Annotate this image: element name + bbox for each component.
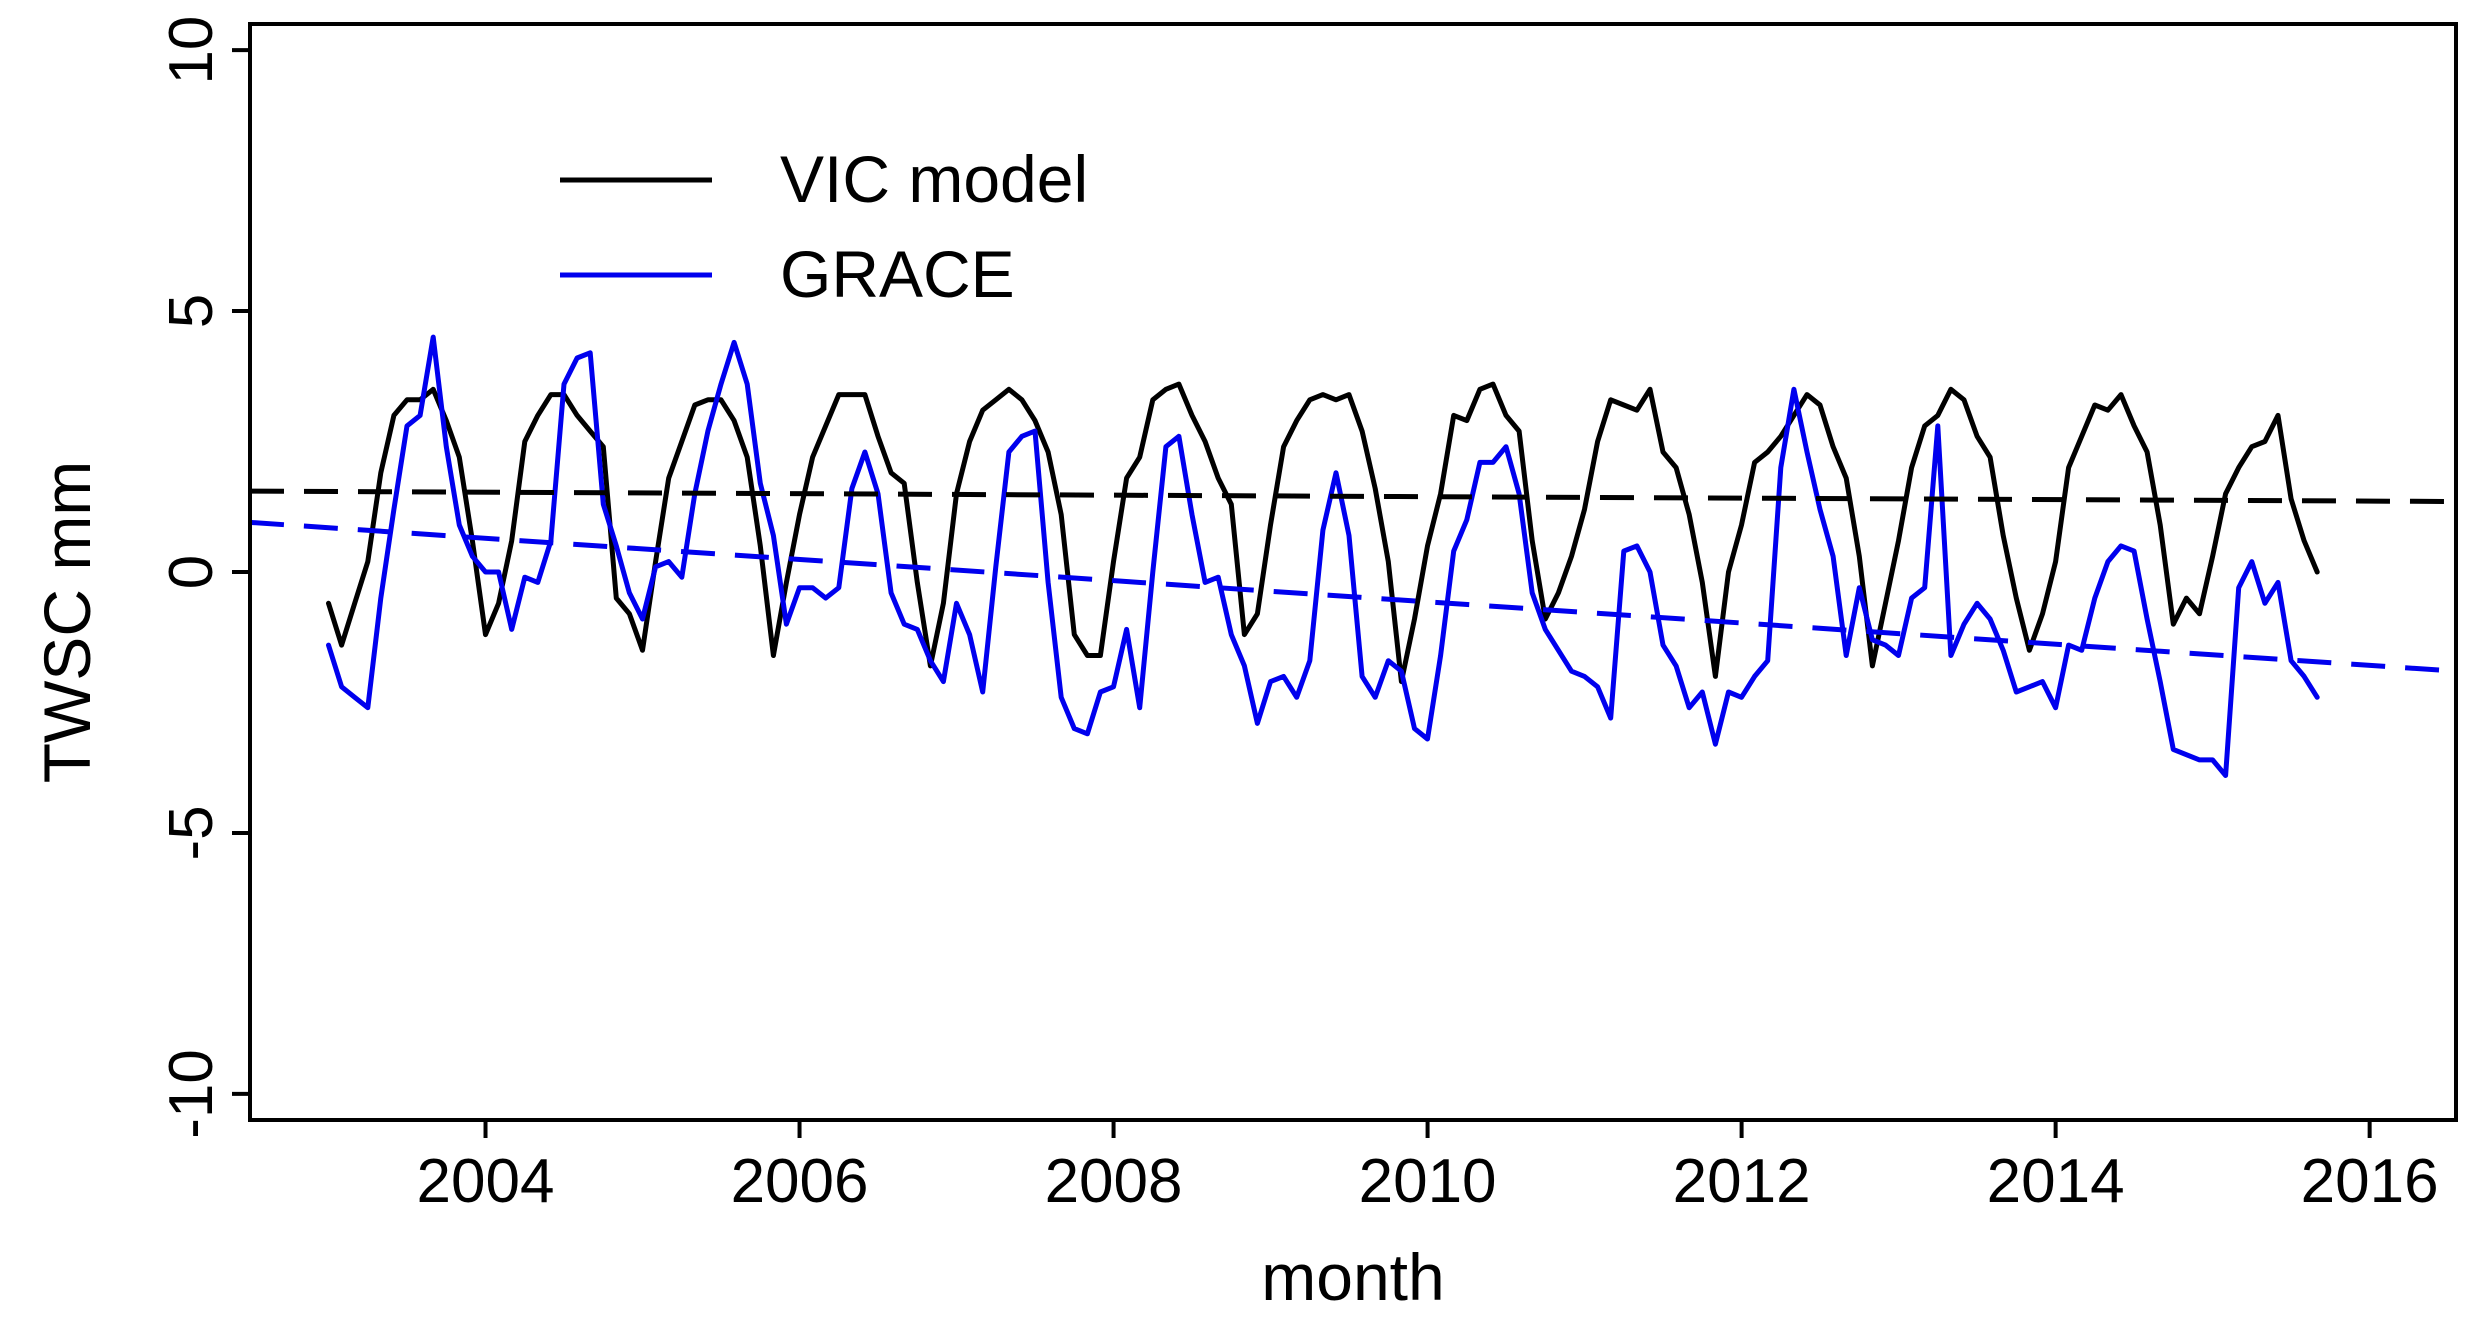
x-axis: 2004 2006 2008 2010 2012 2014 2016 — [417, 1120, 2439, 1216]
y-tick-label: 0 — [157, 555, 226, 589]
legend-label-grace: GRACE — [780, 237, 1015, 311]
x-tick-label: 2004 — [417, 1147, 555, 1216]
y-tick-label: -5 — [157, 805, 226, 860]
legend: VIC model GRACE — [560, 142, 1088, 311]
x-axis-label: month — [1261, 1240, 1444, 1314]
y-axis-label: TWSC mm — [30, 461, 104, 784]
legend-label-vic-model: VIC model — [780, 142, 1088, 216]
x-tick-label: 2016 — [2301, 1147, 2439, 1216]
y-tick-label: 10 — [157, 16, 226, 85]
y-tick-label: -10 — [157, 1049, 226, 1139]
x-tick-label: 2006 — [731, 1147, 869, 1216]
series-layer — [249, 334, 2457, 778]
x-tick-label: 2010 — [1359, 1147, 1497, 1216]
series-line-grace-trend — [249, 519, 2457, 674]
x-tick-label: 2012 — [1673, 1147, 1811, 1216]
y-tick-label: 5 — [157, 294, 226, 328]
x-tick-label: 2014 — [1987, 1147, 2125, 1216]
series-line-vic-model — [326, 381, 2320, 685]
y-axis: -10 -5 0 5 10 — [157, 16, 250, 1139]
x-tick-label: 2008 — [1045, 1147, 1183, 1216]
series-line-vic-model-trend — [249, 488, 2457, 504]
series-line-grace — [326, 334, 2320, 778]
